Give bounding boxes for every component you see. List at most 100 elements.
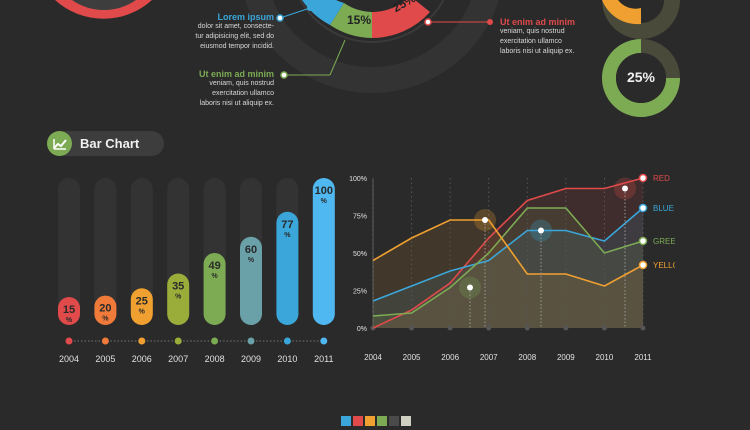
bar-unit-label: %	[66, 317, 73, 324]
x-tick-label: 2004	[364, 353, 382, 362]
bar-unit-label: %	[175, 294, 182, 301]
series-area	[373, 208, 643, 328]
x-tick-label: 2005	[403, 353, 421, 362]
callout-right-line: veniam, quis nostrud	[500, 28, 565, 35]
callout-center-title: Ut enim ad minim	[198, 69, 274, 79]
bar-track	[130, 178, 153, 325]
bar-unit-label: %	[284, 232, 291, 239]
right-donut: 25%	[601, 39, 680, 118]
highlight-point	[538, 227, 544, 234]
top-decor: 15% 25% 25%	[55, 0, 680, 118]
x-tick-label: 2010	[596, 353, 614, 362]
series-end-point	[638, 260, 648, 270]
bar	[130, 288, 153, 325]
bar-value-label: 60	[245, 244, 257, 256]
highlight-point	[467, 284, 473, 291]
callout-right-line: laboris nisi ut aliquip ex.	[500, 48, 575, 55]
callout-center-line: laboris nisi ut aliquip ex.	[199, 100, 274, 107]
series-end-point	[638, 236, 648, 246]
bar-track	[94, 178, 117, 325]
legend-label: BLUE	[653, 204, 674, 213]
bar-category-label: 2006	[132, 354, 152, 364]
bar-value-label: 25	[136, 295, 148, 307]
bar	[276, 211, 299, 325]
bar-unit-label: %	[248, 257, 255, 264]
bar-unit-label: %	[321, 198, 328, 205]
bar-category-label: 2009	[241, 354, 261, 364]
bar-axis-dot	[320, 337, 328, 345]
legend-label: RED	[653, 174, 670, 183]
bar-category-label: 2008	[205, 354, 225, 364]
series-line	[372, 207, 644, 302]
bar-value-label: 15	[63, 304, 75, 316]
section-title-pill: Bar Chart	[47, 131, 164, 156]
bar-value-label: 77	[281, 219, 293, 231]
series-line	[372, 207, 644, 317]
bar-value-label: 20	[99, 303, 111, 315]
bar-axis-dot	[65, 337, 73, 345]
left-donut	[55, 0, 152, 19]
bar-value-label: 49	[208, 260, 220, 272]
bar-axis-dot	[283, 337, 291, 345]
color-swatch	[401, 416, 411, 426]
bar-category-label: 2004	[59, 354, 79, 364]
callout-center: Ut enim ad minim veniam, quis nostrud ex…	[150, 69, 274, 109]
callout-right-line: exercitation ullamco	[500, 38, 562, 45]
x-tick-label: 2007	[480, 353, 498, 362]
bar	[94, 295, 117, 325]
bar-value-label: 35	[172, 281, 184, 293]
series-area	[373, 208, 643, 328]
color-swatch	[389, 416, 399, 426]
section-title: Bar Chart	[80, 136, 140, 151]
bar-chart: 15% 2004 20% 2005 25% 2006 35% 2007 49% 2008 60% 20…	[58, 178, 335, 364]
bar-axis-dot	[211, 337, 219, 345]
bar-axis-dot	[247, 337, 255, 345]
bar-track	[58, 178, 80, 325]
bar-category-label: 2010	[277, 354, 297, 364]
highlight-point	[482, 217, 488, 223]
series-end-point	[638, 203, 648, 213]
callout-left-line: eiusmod tempor incidid.	[200, 43, 274, 50]
bar-category-label: 2007	[168, 354, 188, 364]
y-tick-label: 100%	[349, 176, 367, 183]
bar	[58, 297, 80, 325]
x-tick-label: 2011	[634, 353, 652, 362]
y-tick-label: 25%	[353, 289, 367, 296]
line-chart: 0% 25% 50% 75% 100% 2004 2005 2006 2007 2008 2009 2…	[349, 173, 675, 362]
x-tick-label: 2006	[441, 353, 459, 362]
color-swatch	[341, 416, 351, 426]
callout-connectors	[276, 5, 493, 79]
callout-right-title: Ut enim ad minim	[500, 17, 576, 27]
chart-icon	[47, 131, 72, 156]
color-swatch	[353, 416, 363, 426]
center-donut-label-1: 15%	[347, 13, 371, 27]
legend-label: YELLOW	[653, 261, 675, 270]
highlight-point	[622, 185, 628, 192]
color-swatch	[377, 416, 387, 426]
y-tick-label: 0%	[357, 326, 367, 333]
callout-left-line: tur adipisicing elit, sed do	[195, 33, 274, 40]
callout-center-line: veniam, quis nostrud	[209, 80, 274, 87]
bar	[167, 273, 190, 325]
callout-left-title: Lorem ipsum	[217, 12, 274, 22]
bar-axis-dot	[101, 337, 109, 345]
series-line	[372, 177, 644, 329]
bar	[240, 236, 262, 325]
bar-unit-label: %	[211, 273, 218, 280]
bar-unit-label: %	[139, 308, 146, 315]
bar	[203, 252, 226, 325]
color-swatch	[365, 416, 375, 426]
series-area	[373, 220, 643, 328]
y-tick-label: 50%	[353, 251, 367, 258]
bar-unit-label: %	[102, 316, 109, 323]
x-tick-label: 2009	[557, 353, 575, 362]
bar-category-label: 2005	[95, 354, 115, 364]
series-end-point	[638, 173, 648, 183]
y-tick-label: 75%	[353, 214, 367, 221]
bar-value-label: 100	[315, 185, 333, 197]
bar-axis-dot	[138, 337, 146, 345]
callout-left-line: dolor sit amet, consecte-	[197, 23, 274, 30]
x-tick-label: 2008	[518, 353, 536, 362]
bar-axis-dot	[174, 337, 182, 345]
callout-center-line: exercitation ullamco	[212, 90, 274, 97]
